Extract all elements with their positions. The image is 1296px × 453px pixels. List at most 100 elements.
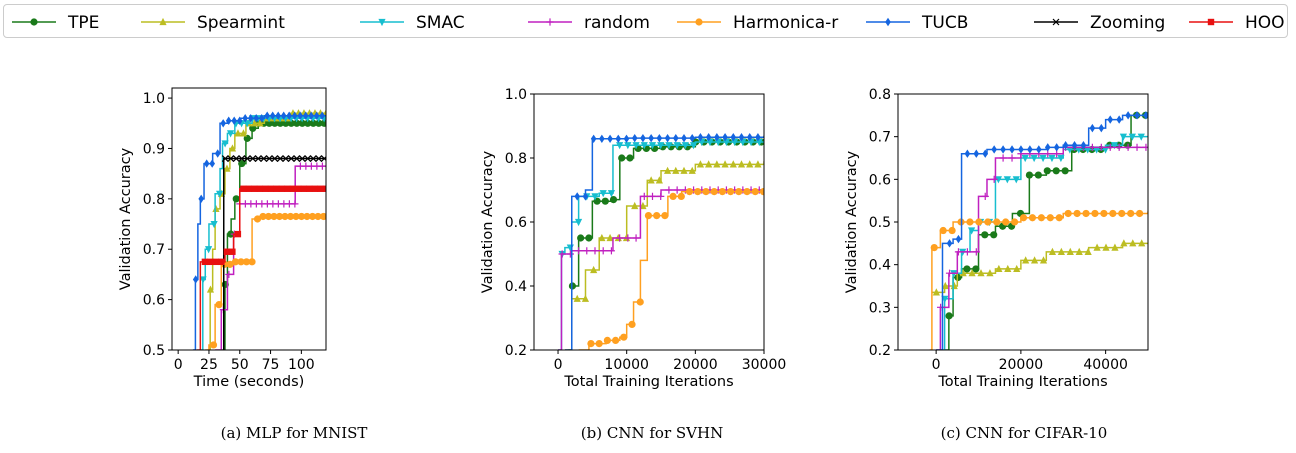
data-point <box>281 212 289 221</box>
data-point <box>203 159 210 168</box>
data-point <box>1100 209 1108 218</box>
x-axis-label: Total Training Iterations <box>563 374 733 390</box>
data-point <box>1019 214 1028 222</box>
data-point <box>681 133 687 143</box>
data-point <box>663 166 672 174</box>
data-point <box>680 166 688 174</box>
data-point <box>729 160 737 168</box>
data-point <box>218 258 225 266</box>
data-point <box>242 258 251 266</box>
data-point <box>300 185 308 192</box>
data-point <box>287 155 295 162</box>
data-point <box>286 111 292 120</box>
data-point <box>640 192 648 200</box>
data-point <box>1066 146 1074 154</box>
data-point <box>1088 143 1096 151</box>
x-tick-label: 30000 <box>742 357 787 373</box>
data-point <box>673 186 681 194</box>
data-point <box>275 111 281 120</box>
data-point <box>948 226 956 235</box>
data-point <box>225 270 233 279</box>
data-point <box>963 248 971 256</box>
data-point <box>1128 133 1136 141</box>
data-point <box>210 220 218 229</box>
data-point <box>1003 176 1011 184</box>
data-point <box>292 212 300 221</box>
data-point <box>1115 143 1123 151</box>
series-harmonica-r <box>205 212 326 350</box>
data-point <box>207 258 214 266</box>
legend-label: Harmonica-r <box>733 13 838 33</box>
data-point <box>624 142 632 150</box>
data-point <box>1066 247 1074 255</box>
data-point <box>1046 214 1054 222</box>
data-point <box>1136 209 1144 218</box>
data-point <box>1120 239 1128 247</box>
data-point <box>243 134 251 142</box>
data-point <box>1002 218 1010 226</box>
x-tick-label: 25 <box>200 357 218 373</box>
data-point <box>995 264 1003 273</box>
data-point <box>273 185 280 192</box>
y-tick-label: 0.8 <box>869 87 891 103</box>
data-point <box>271 155 279 162</box>
data-point <box>611 336 620 344</box>
y-tick-label: 0.5 <box>143 343 165 359</box>
data-point <box>755 133 761 142</box>
data-point <box>319 111 325 120</box>
data-point <box>657 142 665 150</box>
data-point <box>262 185 269 192</box>
data-point <box>215 301 223 309</box>
data-point <box>1093 243 1101 251</box>
y-tick-label: 1.0 <box>143 91 165 107</box>
data-point <box>1025 171 1034 179</box>
data-point <box>231 116 237 125</box>
data-point <box>282 119 290 127</box>
data-point <box>689 142 698 150</box>
data-point <box>1048 154 1056 163</box>
y-axis-label: Validation Accuracy <box>118 147 134 290</box>
data-point <box>223 164 231 172</box>
data-point <box>276 155 284 162</box>
y-tick-label: 0.3 <box>869 300 891 316</box>
data-point <box>1101 146 1110 154</box>
data-point <box>609 196 618 204</box>
data-point <box>631 133 638 143</box>
data-point <box>297 111 303 120</box>
legend-label: TUCB <box>921 13 968 33</box>
data-point <box>1119 133 1128 141</box>
series-line <box>564 161 764 350</box>
data-point <box>735 188 743 196</box>
data-point <box>616 234 624 242</box>
data-point <box>1030 256 1039 264</box>
series-spearmint <box>931 239 1148 296</box>
series-tucb <box>192 111 326 350</box>
legend-label: Spearmint <box>197 13 285 33</box>
data-point <box>247 114 254 123</box>
data-point <box>585 234 593 242</box>
data-point <box>264 111 270 120</box>
data-point <box>754 160 762 168</box>
data-point <box>991 145 997 154</box>
data-point <box>648 142 657 150</box>
data-point <box>1037 214 1045 222</box>
data-point <box>968 227 976 235</box>
data-point <box>702 188 710 196</box>
data-point <box>209 159 215 168</box>
data-point <box>607 247 616 255</box>
data-point <box>286 212 295 221</box>
data-point <box>275 212 284 221</box>
data-point <box>1043 167 1051 175</box>
data-point <box>232 155 240 162</box>
legend-marker <box>30 18 38 26</box>
data-point <box>738 133 745 142</box>
data-point <box>198 194 204 204</box>
data-point <box>259 212 267 221</box>
x-tick-label: 40000 <box>1083 357 1128 373</box>
data-point <box>304 119 312 127</box>
x-tick-label: 20000 <box>673 357 718 373</box>
y-tick-label: 1.0 <box>505 87 527 103</box>
data-point <box>1091 209 1099 218</box>
data-point <box>591 247 599 255</box>
data-point <box>293 155 301 162</box>
